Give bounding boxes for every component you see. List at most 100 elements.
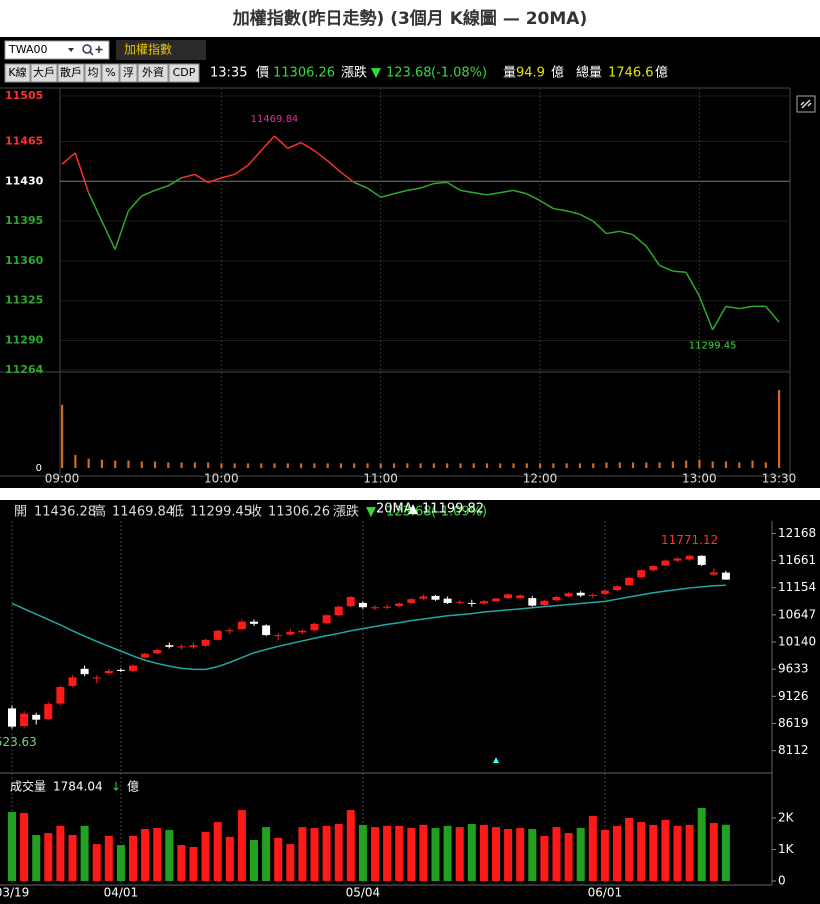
volume-bar [61, 404, 64, 468]
y-tick-label: 11325 [5, 294, 43, 307]
index-button-label: 加權指數 [124, 42, 172, 57]
candle-body [262, 625, 271, 636]
price-line [672, 270, 687, 273]
volume-bar [273, 463, 276, 468]
volume-bar [92, 844, 101, 881]
candle-body [552, 597, 561, 601]
volume-bar [140, 461, 143, 468]
candle-body [721, 572, 730, 580]
price-line [61, 152, 76, 165]
symbol-select[interactable] [4, 40, 110, 60]
price-line [273, 135, 289, 149]
candle-body [625, 577, 634, 586]
volume-bar [104, 835, 113, 881]
y-tick-label: 10647 [778, 607, 816, 621]
index-button[interactable] [116, 40, 206, 60]
candle-body [177, 646, 186, 648]
volume-bar [286, 844, 295, 881]
candle-body [613, 586, 621, 591]
quote-info: 億 [655, 65, 668, 81]
quote-info: (-1.08%) [431, 66, 487, 81]
price-line [194, 173, 209, 184]
candle-body [407, 599, 416, 603]
volume-bar [237, 810, 246, 881]
candle-body [8, 708, 16, 727]
volume-bar [310, 828, 319, 881]
tool-button[interactable] [101, 63, 120, 83]
volume-bar [153, 461, 157, 468]
volume-bar [600, 829, 609, 881]
volume-bar [661, 819, 670, 881]
y-tick-label: 11465 [5, 134, 43, 147]
candle-body [467, 602, 476, 604]
tool-button-label: 散戶 [60, 65, 82, 79]
y-tick-label: 10140 [778, 635, 816, 649]
price-line [685, 271, 700, 297]
price-line [101, 220, 116, 250]
candle-body [697, 555, 706, 565]
volume-bar [540, 835, 549, 881]
price-line [167, 177, 182, 187]
search-icon [89, 46, 103, 56]
volume-bar [116, 845, 125, 881]
price-line [340, 171, 355, 184]
volume-bar [298, 827, 307, 881]
tool-button[interactable] [57, 63, 85, 83]
search-icon[interactable] [82, 44, 92, 54]
volume-bar [395, 825, 404, 881]
volume-bar [358, 824, 367, 881]
tool-button[interactable] [4, 63, 31, 83]
tool-button[interactable] [119, 63, 138, 83]
candle-body [504, 594, 513, 599]
candle-body [189, 645, 198, 647]
price-line [486, 191, 501, 196]
volume-bar [504, 828, 513, 881]
x-tick-label: 12:00 [523, 472, 558, 486]
quote-info: 11306.26 [273, 66, 335, 81]
candle-body [237, 621, 246, 630]
volume-bar [516, 828, 525, 881]
candle-body [213, 630, 222, 640]
volume-bar [371, 827, 379, 881]
tool-button[interactable] [168, 63, 200, 83]
volume-bar [485, 463, 489, 468]
title-bar [0, 0, 820, 37]
candle-body [588, 594, 597, 596]
tool-button[interactable] [30, 63, 58, 83]
price-line [154, 185, 169, 192]
y-tick-label: 11430 [5, 174, 44, 187]
volume-bar [565, 463, 568, 468]
price-line [446, 181, 461, 192]
volume-bar [300, 463, 303, 468]
quote-info: 量 [503, 66, 516, 81]
volume-bar [260, 463, 263, 468]
y-tick-label: 11360 [5, 254, 44, 267]
volume-bar [68, 834, 77, 881]
volume-bar [177, 845, 186, 881]
ohlc-label: 低 [171, 505, 184, 520]
tool-button[interactable] [84, 63, 102, 83]
link-icon [800, 99, 812, 109]
volume-bar [74, 454, 77, 468]
y-tick-label: 8619 [778, 716, 809, 730]
quote-info: 總量 [576, 65, 602, 81]
volume-bar [339, 463, 343, 468]
candle-body [250, 621, 258, 624]
candle-body [310, 623, 319, 631]
volume-bar [618, 462, 621, 468]
candle-body [383, 606, 392, 608]
tool-button-label: 外資 [142, 66, 164, 79]
volume-bar [724, 461, 728, 468]
y-tick-label: 11505 [5, 89, 43, 102]
volume-bar [80, 825, 89, 881]
volume-bar [738, 462, 741, 468]
candle-body [322, 615, 331, 624]
volume-bar [326, 463, 329, 468]
volume-bar [645, 462, 648, 468]
volume-bar [129, 835, 137, 881]
candle-body [286, 631, 295, 635]
candle-body [455, 601, 464, 603]
candle-body [709, 572, 718, 575]
y-tick-label: 11290 [5, 333, 44, 346]
tool-button[interactable] [137, 63, 169, 83]
